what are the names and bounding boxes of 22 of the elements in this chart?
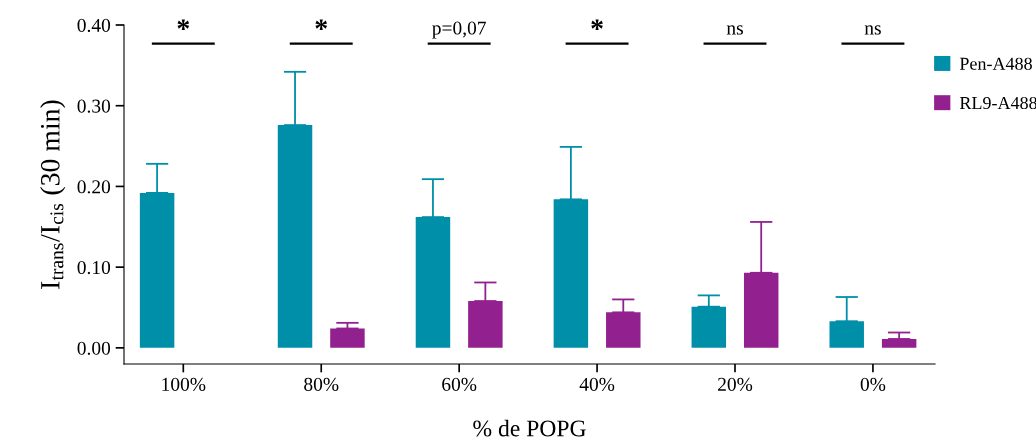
legend-label: RL9-A488 — [959, 96, 1036, 110]
annotation: * — [315, 19, 328, 30]
y-tick-label: 0.40 — [77, 18, 111, 33]
annotation: * — [177, 19, 190, 30]
annotation: ns — [726, 25, 743, 35]
y-tick-label: 0.10 — [77, 260, 111, 275]
bar — [330, 328, 365, 348]
x-tick-label: 60% — [442, 377, 477, 391]
x-tick-label: 40% — [579, 377, 615, 391]
annotation: p=0,07 — [432, 21, 486, 39]
annotation: ns — [864, 25, 881, 35]
y-tick-label: 0.00 — [77, 341, 111, 355]
x-tick-label: 80% — [304, 377, 339, 391]
x-axis-title: % de POPG — [473, 419, 586, 437]
legend-label: Pen-A488 — [959, 57, 1032, 70]
x-tick-label: 20% — [718, 377, 753, 391]
y-tick-label: 0.30 — [77, 99, 111, 113]
x-tick-label: 0% — [860, 377, 886, 391]
y-tick-label: 0.20 — [77, 180, 111, 194]
y-axis-title: I$_{trans}$/I$_{cis}$ (30 min) — [40, 100, 66, 289]
annotation: * — [591, 19, 603, 30]
x-tick-label: 100% — [162, 377, 206, 391]
